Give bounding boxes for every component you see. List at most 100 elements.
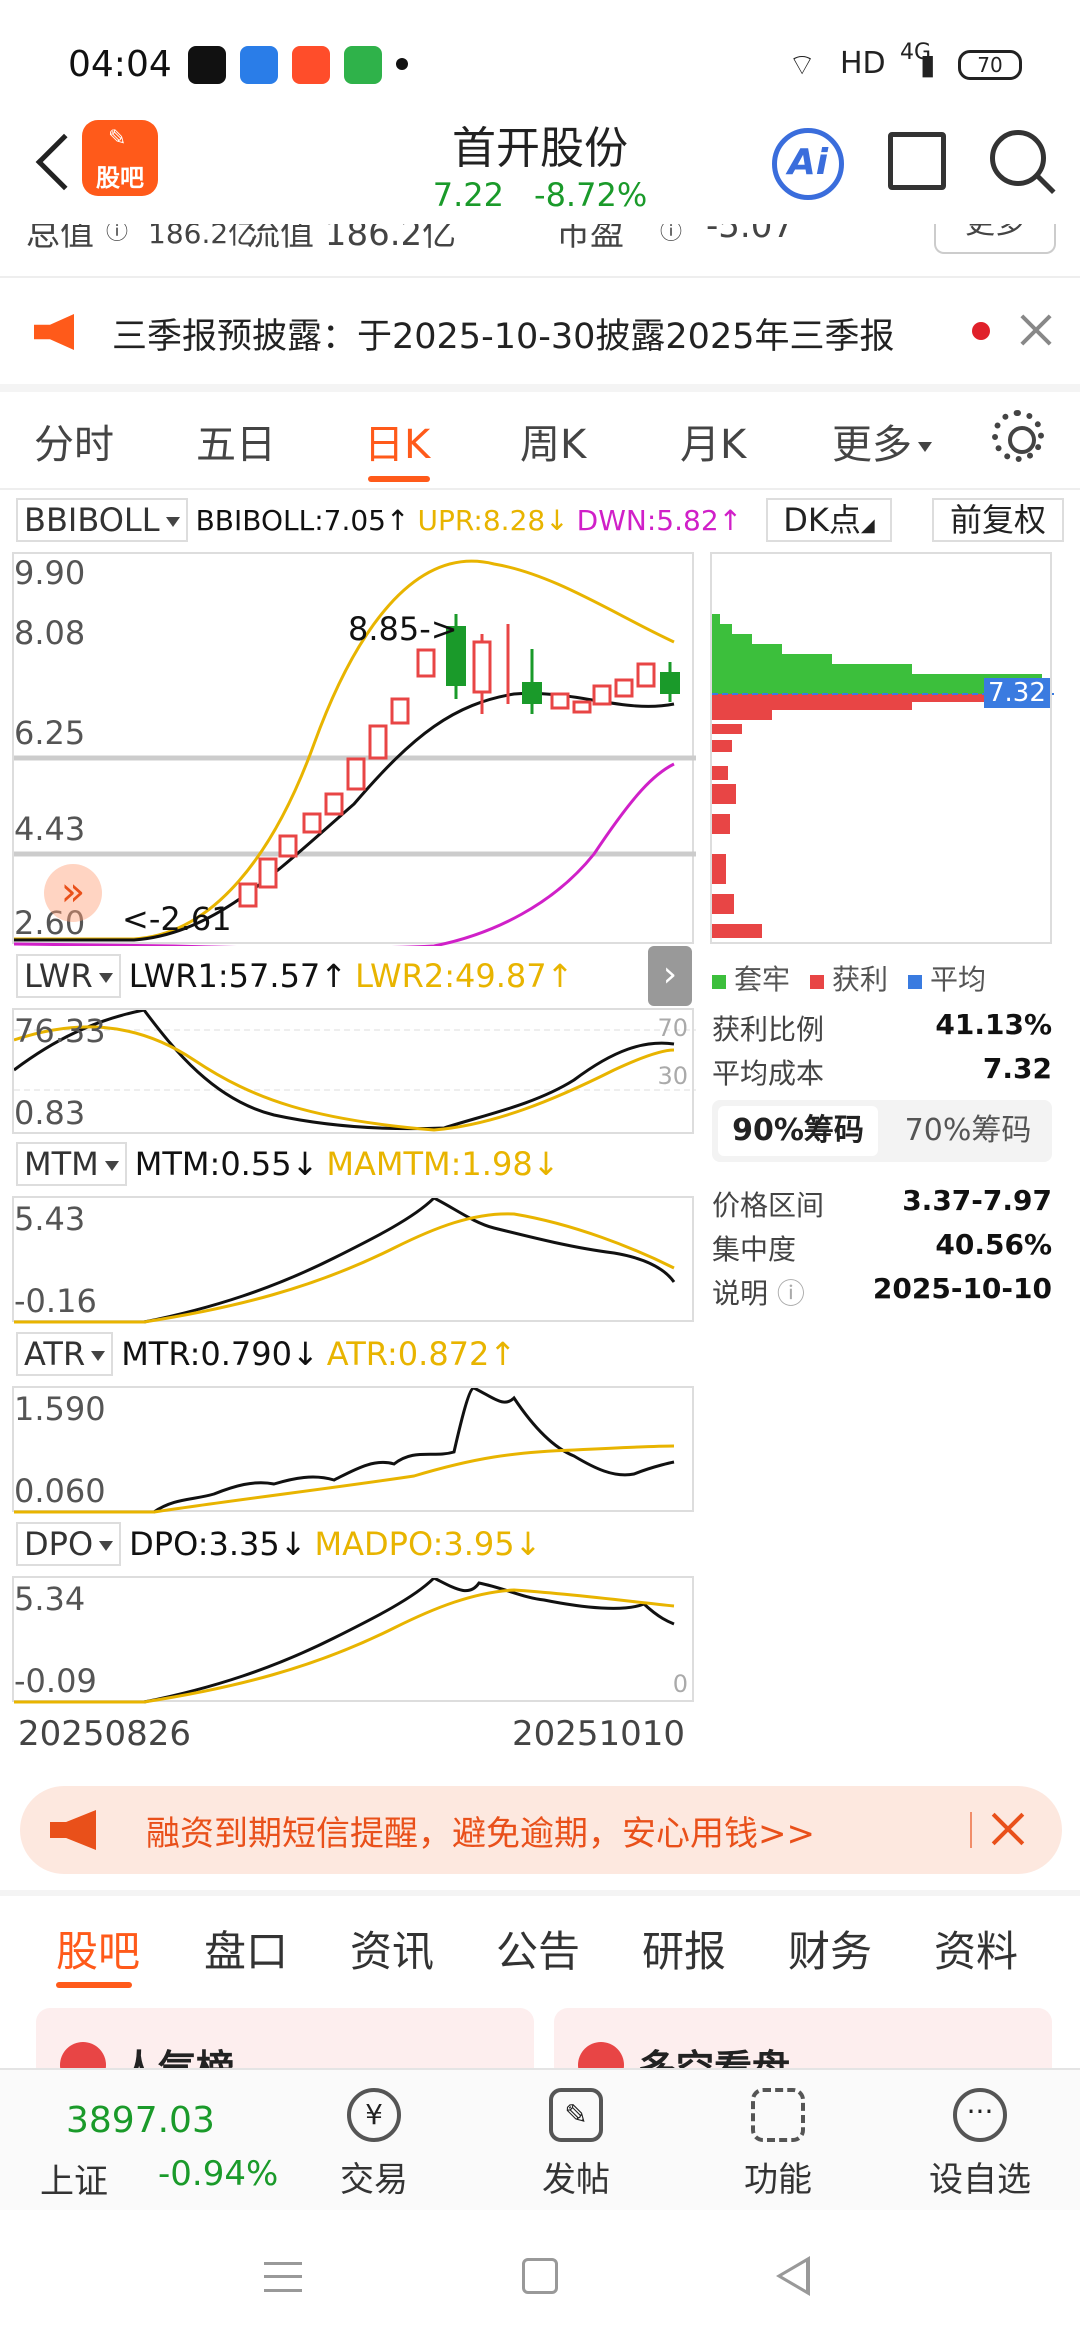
- tab-daily-k[interactable]: 日K: [364, 422, 431, 468]
- status-time: 04:04: [68, 44, 172, 85]
- ai-button[interactable]: Ai: [772, 128, 844, 200]
- tab-guba[interactable]: 股吧: [56, 1927, 141, 1976]
- trapped-bars: [712, 614, 1042, 694]
- y-tick: -0.09: [14, 1662, 97, 1700]
- divider: [0, 488, 1080, 490]
- lwr-selector[interactable]: LWR: [16, 954, 121, 998]
- chip-bar: [712, 644, 782, 654]
- tab-70-chips[interactable]: 70%筹码: [904, 1113, 1032, 1148]
- tab-more[interactable]: 更多: [832, 412, 932, 470]
- tiktok-icon: [188, 46, 226, 84]
- y-tick: 0.83: [14, 1094, 86, 1132]
- popularity-card[interactable]: 人气榜: [36, 2008, 534, 2068]
- upr-line: [14, 559, 675, 941]
- tab-finance[interactable]: 财务: [788, 1927, 873, 1976]
- tab-wuri[interactable]: 五日: [196, 422, 276, 468]
- tab-90-chips[interactable]: 90%筹码: [718, 1106, 878, 1156]
- notice-bar[interactable]: 三季报预披露：于2025-10-30披露2025年三季报: [0, 284, 1080, 380]
- candle: [278, 834, 298, 858]
- chevron-down-icon: [165, 517, 180, 527]
- y-tick: 4.43: [14, 810, 86, 848]
- adjust-button[interactable]: 前复权: [932, 498, 1064, 542]
- search-icon[interactable]: [990, 130, 1046, 186]
- y-tick: 6.25: [14, 714, 86, 752]
- mtm-selector[interactable]: MTM: [16, 1142, 127, 1186]
- dk-point-button[interactable]: DK点◢: [766, 498, 892, 542]
- chevron-down-icon: [918, 442, 932, 452]
- nav-watchlist[interactable]: ··· 设自选: [920, 2080, 1040, 2201]
- tab-fenshi[interactable]: 分时: [34, 422, 114, 468]
- nav-post[interactable]: ✎ 发帖: [516, 2080, 636, 2201]
- metric-total-label: 总值: [26, 224, 94, 254]
- vs-icon: [578, 2042, 624, 2068]
- low-annotation: <-2.61: [122, 900, 232, 938]
- nav-functions[interactable]: 功能: [718, 2080, 838, 2201]
- atr-line: [14, 1444, 675, 1514]
- price-tag: 7.32: [984, 678, 1050, 708]
- atr-selector[interactable]: ATR: [16, 1332, 114, 1376]
- chip-bar: [712, 614, 720, 624]
- ad-text[interactable]: 融资到期短信提醒，避免逾期，安心用钱>>: [146, 1814, 815, 1854]
- bbiboll-line: [14, 691, 675, 942]
- lwr-legend: LWR LWR1:57.57↑ LWR2:49.87↑: [16, 954, 573, 998]
- candle: [302, 812, 322, 834]
- candle: [238, 882, 258, 908]
- index-value[interactable]: 3897.03: [66, 2100, 215, 2141]
- chip-legend: 套牢 获利 平均: [712, 958, 986, 998]
- chip-bar: [712, 654, 832, 664]
- megaphone-icon: [50, 1810, 96, 1850]
- index-name[interactable]: 上证: [40, 2162, 108, 2202]
- menu-icon[interactable]: [264, 2262, 302, 2292]
- index-change[interactable]: -0.94%: [158, 2154, 279, 2194]
- nav-trade[interactable]: ¥ 交易: [314, 2080, 434, 2201]
- y-tick: 1.590: [14, 1390, 106, 1428]
- legend-trapped-label: 套牢: [734, 963, 791, 996]
- concentration-row: 集中度 40.56%: [712, 1228, 1052, 1268]
- kline-chart-panel[interactable]: 9.90 8.08 6.25 4.43 2.60 8.85-> <-2.61 »: [12, 552, 696, 946]
- divider: [0, 1890, 1080, 1896]
- metrics-more-button[interactable]: 更多: [934, 224, 1056, 254]
- back-triangle-icon[interactable]: [776, 2256, 810, 2296]
- guba-logo[interactable]: ✎ 股吧: [82, 120, 158, 196]
- tab-monthly-k[interactable]: 月K: [680, 422, 747, 468]
- dpo-line: [14, 1578, 675, 1704]
- chip-bar: [712, 740, 732, 752]
- bbiboll-selector[interactable]: BBIBOLL: [16, 498, 188, 542]
- divider: [0, 276, 1080, 278]
- gear-icon[interactable]: [992, 410, 1044, 462]
- collapse-arrow-icon[interactable]: ›: [648, 946, 692, 1006]
- metrics-row: 总值 ⓘ 186.2亿 流值 186.2亿 市盈 ⓘ -5.07: [0, 224, 1080, 264]
- price-range-value: 3.37-7.97: [902, 1184, 1052, 1217]
- tab-profile[interactable]: 资料: [934, 1927, 1019, 1976]
- candle: [346, 757, 366, 791]
- nav-post-label: 发帖: [542, 2160, 610, 2200]
- tab-pankou[interactable]: 盘口: [204, 1927, 289, 1976]
- tab-news[interactable]: 资讯: [350, 1927, 435, 1976]
- candle: [416, 648, 436, 678]
- home-icon[interactable]: [522, 2258, 558, 2294]
- close-notice-icon[interactable]: [1016, 310, 1056, 350]
- y-tick: 76.33: [14, 1012, 106, 1050]
- long-short-card[interactable]: 多空看盘: [554, 2008, 1052, 2068]
- stock-price: 7.22: [432, 176, 505, 214]
- expand-arrows-icon[interactable]: »: [44, 864, 102, 922]
- candle: [446, 626, 466, 686]
- tab-announcements[interactable]: 公告: [496, 1927, 581, 1976]
- nav-trade-label: 交易: [340, 2160, 408, 2200]
- tab-weekly-k[interactable]: 周K: [520, 422, 587, 468]
- close-ad-icon[interactable]: [988, 1808, 1028, 1848]
- notice-text[interactable]: 三季报预披露：于2025-10-30披露2025年三季报: [112, 317, 895, 357]
- high-annotation: 8.85->: [348, 610, 458, 648]
- share-icon[interactable]: [888, 132, 946, 190]
- candle: [572, 700, 592, 714]
- tab-research[interactable]: 研报: [642, 1927, 727, 1976]
- signal-icon: 4G: [900, 40, 932, 65]
- kline-chart[interactable]: [14, 554, 696, 946]
- avg-cost-label: 平均成本: [712, 1057, 825, 1090]
- chip-bar: [712, 766, 728, 780]
- financing-reminder-banner[interactable]: 融资到期短信提醒，避免逾期，安心用钱>>: [20, 1786, 1062, 1874]
- candle: [550, 692, 570, 710]
- dpo-selector[interactable]: DPO: [16, 1522, 122, 1566]
- chip-bar: [712, 710, 772, 720]
- info-icon[interactable]: ⓘ: [776, 1277, 805, 1310]
